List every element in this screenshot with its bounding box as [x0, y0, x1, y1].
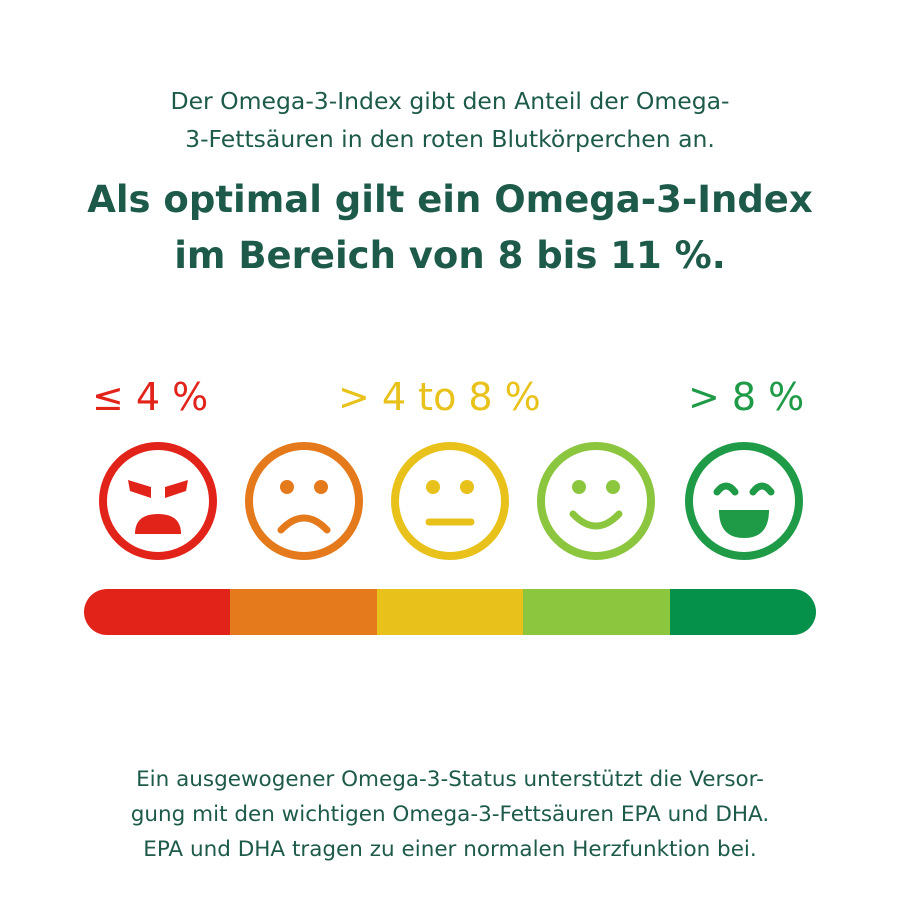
outro-text: Ein ausgewogener Omega-3-Status unterstü…: [40, 762, 860, 867]
intro-text: Der Omega-3-Index gibt den Anteil der Om…: [50, 82, 850, 158]
range-label-low: ≤ 4 %: [92, 375, 209, 419]
intro-line-1: Der Omega-3-Index gibt den Anteil der Om…: [170, 87, 730, 115]
intro-line-2: 3-Fettsäuren in den roten Blutkörperchen…: [185, 125, 715, 153]
outro-line-2: gung mit den wichtigen Omega-3-Fettsäure…: [130, 802, 770, 827]
headline-line-2: im Bereich von 8 bis 11 %.: [174, 234, 726, 277]
scale-segment-red: [84, 589, 231, 635]
smile-face-icon: [537, 442, 655, 560]
omega-index-scale: [84, 589, 816, 635]
scale-segment-light-green: [523, 589, 670, 635]
scale-segment-yellow: [376, 589, 524, 635]
sad-face-icon: [245, 442, 363, 560]
scale-segment-orange: [230, 589, 377, 635]
range-label-high: > 8 %: [688, 375, 805, 419]
happy-face-icon: [685, 442, 803, 560]
outro-line-1: Ein ausgewogener Omega-3-Status unterstü…: [136, 767, 764, 792]
range-label-mid: > 4 to 8 %: [338, 375, 541, 419]
outro-line-3: EPA und DHA tragen zu einer normalen Her…: [143, 837, 757, 862]
headline: Als optimal gilt ein Omega-3-Index im Be…: [20, 172, 880, 284]
headline-line-1: Als optimal gilt ein Omega-3-Index: [87, 178, 813, 221]
scale-segment-green: [669, 589, 816, 635]
neutral-face-icon: [391, 442, 509, 560]
angry-face-icon: [99, 442, 217, 560]
